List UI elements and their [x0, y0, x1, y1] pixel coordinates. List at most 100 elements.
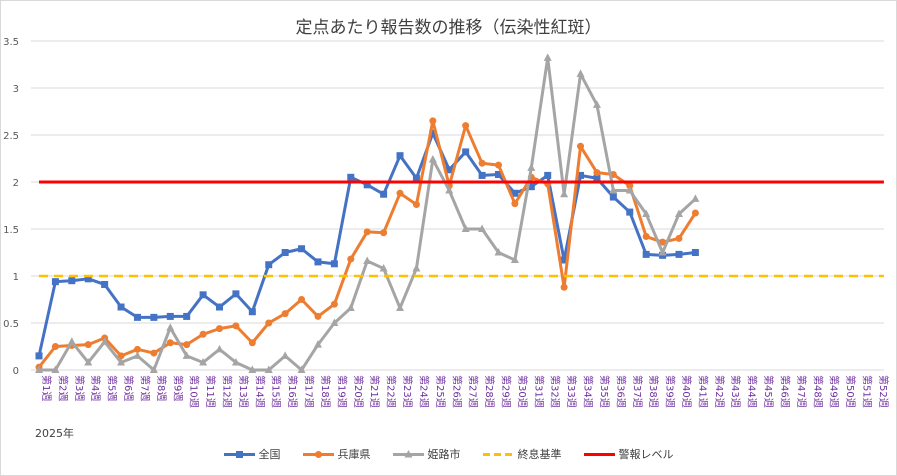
- legend-item: 警報レベル: [583, 446, 674, 462]
- data-point: [576, 69, 585, 77]
- y-tick-label: 1: [13, 272, 19, 283]
- data-point: [609, 185, 618, 194]
- legend-item: 終息基準: [482, 446, 562, 462]
- data-point: [133, 351, 142, 359]
- data-point: [281, 249, 289, 256]
- x-tick-label: 第43週: [729, 375, 742, 408]
- data-point: [691, 249, 699, 256]
- data-point: [330, 260, 338, 268]
- data-point: [182, 351, 191, 359]
- data-point: [199, 357, 208, 366]
- data-point: [462, 148, 470, 156]
- data-point: [149, 365, 158, 373]
- data-point: [675, 250, 683, 258]
- data-point: [380, 190, 388, 198]
- data-point: [642, 233, 650, 241]
- data-point: [248, 308, 256, 316]
- data-point: [445, 166, 453, 174]
- legend-label: 警報レベル: [618, 448, 674, 461]
- data-point: [675, 234, 683, 242]
- data-point: [396, 189, 404, 197]
- data-point: [231, 357, 240, 366]
- x-tick-label: 第50週: [844, 375, 857, 408]
- data-point: [313, 340, 322, 348]
- data-point: [511, 200, 519, 208]
- x-tick-label: 第3週: [73, 375, 86, 401]
- data-point: [117, 303, 125, 311]
- legend-label: 終息基準: [517, 448, 562, 461]
- data-point: [527, 183, 535, 191]
- data-point: [478, 224, 487, 232]
- data-point: [691, 194, 700, 202]
- data-point: [428, 154, 437, 163]
- data-point: [133, 313, 141, 321]
- data-point: [199, 330, 207, 338]
- data-point: [281, 310, 289, 318]
- x-tick-label: 第48週: [811, 375, 824, 408]
- data-point: [84, 275, 92, 283]
- data-point: [478, 171, 486, 179]
- x-tick-label: 第49週: [828, 375, 841, 408]
- data-point: [429, 129, 437, 137]
- data-point: [150, 313, 158, 321]
- x-tick-label: 第1週: [40, 375, 53, 401]
- data-point: [412, 174, 420, 182]
- x-tick-label: 第6週: [122, 375, 135, 401]
- x-tick-label: 第10週: [188, 375, 201, 408]
- y-tick-label: 0.5: [3, 319, 19, 330]
- y-tick-label: 2.5: [3, 131, 19, 142]
- x-tick-label: 第8週: [155, 375, 168, 401]
- x-tick-label: 第33週: [565, 375, 578, 408]
- x-tick-label: 第21週: [368, 375, 381, 408]
- legend-item: 姫路市: [392, 446, 461, 462]
- x-tick-label: 第34週: [582, 375, 595, 408]
- data-point: [527, 163, 536, 171]
- x-tick-label: 第12週: [221, 375, 234, 408]
- data-point: [494, 161, 502, 169]
- data-point: [642, 209, 651, 217]
- series-line-0: [37, 131, 696, 357]
- data-point: [577, 171, 585, 179]
- x-tick-label: 第17週: [303, 375, 316, 408]
- x-tick-label: 第41週: [696, 375, 709, 408]
- data-point: [248, 365, 257, 373]
- data-point: [396, 303, 405, 311]
- x-tick-label: 第51週: [861, 375, 874, 408]
- legend-swatch-icon: [392, 449, 424, 457]
- data-point: [232, 290, 240, 298]
- data-point: [412, 263, 421, 272]
- data-point: [183, 312, 191, 320]
- data-point: [35, 365, 43, 373]
- x-tick-label: 第9週: [171, 375, 184, 401]
- x-tick-label: 第25週: [434, 375, 447, 408]
- data-point: [363, 181, 371, 189]
- data-point: [363, 228, 371, 236]
- data-point: [51, 343, 59, 350]
- data-point: [396, 152, 404, 160]
- data-point: [297, 365, 306, 373]
- y-tick-label: 1.5: [3, 225, 19, 236]
- data-point: [593, 169, 601, 177]
- x-tick-label: 第20週: [352, 375, 365, 408]
- x-tick-label: 第46週: [778, 375, 791, 408]
- data-point: [264, 365, 273, 373]
- data-point: [494, 248, 503, 256]
- x-tick-label: 第22週: [385, 375, 398, 408]
- chart-title: 定点あたり報告数の推移（伝染性紅斑）: [295, 18, 602, 38]
- data-point: [314, 258, 322, 266]
- x-tick-label: 第29週: [499, 375, 512, 408]
- x-tick-label: 第45週: [762, 375, 775, 408]
- data-point: [625, 185, 634, 194]
- data-point: [117, 357, 126, 366]
- data-point: [510, 255, 519, 264]
- data-point: [199, 291, 207, 299]
- x-tick-label: 第37週: [631, 375, 644, 408]
- x-tick-label: 第11週: [204, 375, 217, 408]
- data-point: [626, 208, 634, 216]
- x-tick-label: 第23週: [401, 375, 414, 408]
- x-tick-label: 第40週: [680, 375, 693, 408]
- x-tick-label: 第35週: [598, 375, 611, 408]
- data-point: [544, 171, 552, 179]
